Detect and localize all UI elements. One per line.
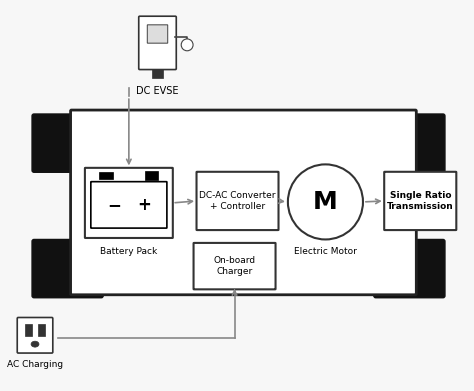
FancyBboxPatch shape — [85, 168, 173, 238]
Bar — [38, 325, 45, 336]
Bar — [145, 171, 158, 180]
Text: −: − — [107, 196, 121, 214]
FancyBboxPatch shape — [32, 114, 103, 172]
Circle shape — [288, 164, 363, 239]
Text: Electric Motor: Electric Motor — [294, 248, 357, 256]
FancyBboxPatch shape — [197, 172, 279, 230]
Text: AC Charging: AC Charging — [7, 360, 63, 369]
FancyBboxPatch shape — [139, 16, 176, 70]
Text: M: M — [313, 190, 338, 214]
Text: Battery Pack: Battery Pack — [100, 248, 157, 256]
Text: Single Ratio
Transmission: Single Ratio Transmission — [387, 191, 454, 211]
Text: +: + — [137, 196, 151, 214]
Text: DC-AC Converter
+ Controller: DC-AC Converter + Controller — [199, 191, 276, 211]
FancyBboxPatch shape — [384, 172, 456, 230]
Bar — [25, 325, 32, 336]
FancyBboxPatch shape — [374, 114, 445, 172]
FancyBboxPatch shape — [193, 243, 275, 289]
FancyBboxPatch shape — [374, 239, 445, 298]
Bar — [152, 68, 164, 79]
FancyBboxPatch shape — [91, 182, 167, 228]
Text: On-board
Charger: On-board Charger — [213, 256, 255, 276]
Ellipse shape — [31, 341, 39, 347]
FancyBboxPatch shape — [71, 110, 416, 295]
Circle shape — [181, 39, 193, 51]
FancyBboxPatch shape — [32, 239, 103, 298]
Text: DC EVSE: DC EVSE — [136, 86, 179, 96]
FancyBboxPatch shape — [147, 25, 168, 43]
FancyBboxPatch shape — [17, 317, 53, 353]
Bar — [99, 172, 113, 179]
